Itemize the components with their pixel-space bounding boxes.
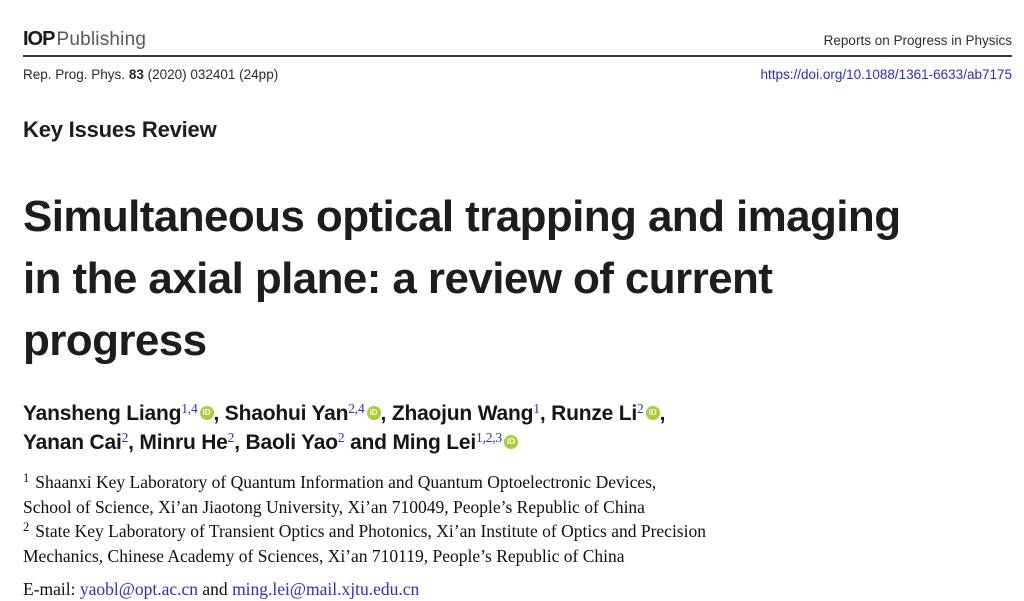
email-label: E-mail: bbox=[23, 579, 80, 599]
author-yanan-cai: Yanan Cai2, bbox=[23, 431, 139, 454]
affiliation-text: Shaanxi Key Laboratory of Quantum Inform… bbox=[35, 472, 657, 492]
author-name: Runze Li bbox=[551, 402, 638, 425]
author-runze-li: Runze Li2 iD, bbox=[551, 402, 665, 425]
author-zhaojun-wang: Zhaojun Wang1, bbox=[392, 402, 551, 425]
author-name: Minru He bbox=[139, 431, 228, 454]
article-type-heading: Key Issues Review bbox=[23, 117, 217, 142]
author-yansheng-liang: Yansheng Liang1,4 iD, bbox=[23, 402, 225, 425]
affiliation-line: Mechanics, Chinese Academy of Sciences, … bbox=[23, 544, 1012, 569]
affiliation-ref[interactable]: 2 bbox=[637, 401, 644, 416]
orcid-icon[interactable]: iD bbox=[504, 435, 519, 449]
author-shaohui-yan: Shaohui Yan2,4 iD, bbox=[225, 402, 392, 425]
affiliation-text: State Key Laboratory of Transient Optics… bbox=[35, 521, 706, 541]
author-minru-he: Minru He2, bbox=[139, 431, 245, 454]
affiliation-ref[interactable]: 1,4 bbox=[181, 401, 198, 416]
author-name: Yanan Cai bbox=[23, 431, 122, 454]
publisher-name: Publishing bbox=[56, 29, 147, 50]
author-separator: , bbox=[213, 402, 225, 425]
author-separator: , bbox=[659, 402, 666, 425]
journal-header: IOP Publishing Reports on Progress in Phy… bbox=[23, 28, 1012, 52]
publisher-logo: IOP Publishing bbox=[23, 28, 146, 51]
affiliation-ref[interactable]: 2 bbox=[227, 430, 235, 445]
affiliation-text: School of Science, Xi’an Jiaotong Univer… bbox=[23, 496, 645, 517]
author-separator: , bbox=[128, 431, 140, 454]
author-separator: , bbox=[380, 402, 392, 425]
affiliation-line: School of Science, Xi’an Jiaotong Univer… bbox=[23, 495, 1012, 520]
author-name: Baoli Yao bbox=[245, 431, 339, 454]
author-name: Ming Lei bbox=[392, 431, 477, 454]
author-line-2: Yanan Cai2, Minru He2, Baoli Yao2 and Mi… bbox=[23, 428, 1012, 457]
email-conjunction: and bbox=[198, 579, 233, 599]
orcid-icon[interactable]: iD bbox=[645, 406, 660, 420]
orcid-icon[interactable]: iD bbox=[366, 406, 381, 420]
email-link-1[interactable]: yaobl@opt.ac.cn bbox=[79, 579, 199, 599]
affiliation-ref[interactable]: 1 bbox=[533, 401, 540, 416]
article-title-line: in the axial plane: a review of current bbox=[23, 254, 773, 303]
citation-volume: 83 bbox=[128, 67, 144, 82]
email-link-2[interactable]: ming.lei@mail.xjtu.edu.cn bbox=[232, 579, 420, 599]
doi-link[interactable]: https://doi.org/10.1088/1361-6633/ab7175 bbox=[760, 67, 1012, 82]
citation: Rep. Prog. Phys. 83 (2020) 032401 (24pp) bbox=[23, 67, 278, 83]
affiliation-line: 1 Shaanxi Key Laboratory of Quantum Infor… bbox=[23, 470, 1012, 495]
author-separator: , bbox=[539, 402, 552, 425]
affiliation-number: 2 bbox=[23, 520, 30, 534]
orcid-icon[interactable]: iD bbox=[199, 406, 214, 420]
author-line-1: Yansheng Liang1,4 iD, Shaohui Yan2,4 iD, Z… bbox=[23, 399, 1012, 428]
affiliation-list: 1 Shaanxi Key Laboratory of Quantum Infor… bbox=[23, 470, 1012, 568]
article-title-line: Simultaneous optical trapping and imagin… bbox=[23, 192, 901, 241]
author-list: Yansheng Liang1,4 iD, Shaohui Yan2,4 iD, Z… bbox=[23, 399, 1012, 457]
affiliation-ref[interactable]: 2 bbox=[121, 430, 129, 445]
affiliation-ref[interactable]: 2,4 bbox=[348, 401, 365, 416]
affiliation-text: Mechanics, Chinese Academy of Sciences, … bbox=[23, 545, 625, 566]
author-baoli-yao: Baoli Yao2 and bbox=[246, 431, 393, 454]
author-name: Yansheng Liang bbox=[23, 402, 182, 425]
header-divider bbox=[23, 55, 1012, 57]
author-name: Zhaojun Wang bbox=[391, 402, 534, 425]
author-separator: and bbox=[344, 431, 393, 454]
author-name: Shaohui Yan bbox=[224, 402, 349, 425]
affiliation-line: 2 State Key Laboratory of Transient Optic… bbox=[23, 519, 1012, 544]
affiliation-ref[interactable]: 1,2,3 bbox=[476, 430, 503, 445]
iop-logo-text: IOP bbox=[23, 28, 55, 50]
affiliation-number: 1 bbox=[23, 471, 30, 485]
citation-suffix: (2020) 032401 (24pp) bbox=[143, 67, 279, 82]
citation-row: Rep. Prog. Phys. 83 (2020) 032401 (24pp)… bbox=[23, 67, 1012, 83]
email-line: E-mail: yaobl@opt.ac.cn and ming.lei@mai… bbox=[23, 577, 1012, 601]
journal-name: Reports on Progress in Physics bbox=[823, 33, 1012, 48]
affiliation-ref[interactable]: 2 bbox=[337, 430, 345, 445]
article-title-line: progress bbox=[23, 316, 207, 365]
article-title: Simultaneous optical trapping and imagin… bbox=[23, 186, 1012, 372]
author-separator: , bbox=[234, 431, 246, 454]
author-ming-lei: Ming Lei1,2,3 iD bbox=[392, 430, 519, 454]
citation-prefix: Rep. Prog. Phys. bbox=[23, 67, 129, 82]
